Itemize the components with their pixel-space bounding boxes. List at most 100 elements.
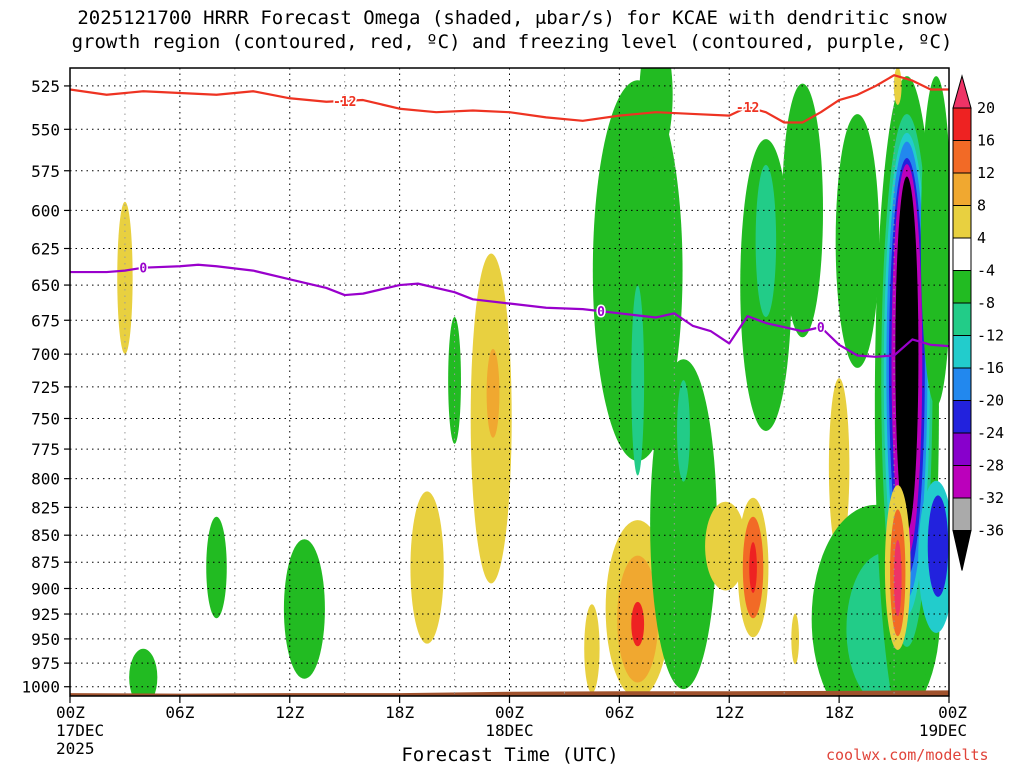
colorbar-top-arrow	[952, 74, 972, 109]
y-tick-label-850: 850	[31, 526, 60, 545]
colorbar-label--4: -4	[977, 262, 995, 280]
omega-feature-11	[639, 68, 673, 159]
omega-feature-16	[677, 380, 690, 482]
colorbar-label--28: -28	[977, 457, 1004, 475]
y-tick-label-825: 825	[31, 498, 60, 517]
y-tick-label-950: 950	[31, 630, 60, 649]
colorbar-label--12: -12	[977, 327, 1004, 345]
colorbar-label--32: -32	[977, 489, 1004, 507]
dgz-contour-label-0: -12	[333, 95, 356, 110]
omega-colorbar: 20 16 12 8 4 -4 -8 -12 -16 -20 -24 -28 -32 -36	[952, 74, 1004, 571]
pressure-axis: 525 550 575 600 625 650 675 700 725 750 775 800 825 8…	[21, 77, 70, 697]
dgz-contour-label-1: -12	[736, 101, 759, 116]
colorbar-swatch-2	[952, 140, 972, 174]
omega-feature-42	[927, 495, 949, 597]
x-tick-label-48: 00Z	[938, 703, 967, 722]
omega-feature-9	[592, 80, 683, 461]
y-tick-label-550: 550	[31, 120, 60, 139]
colorbar-label--16: -16	[977, 359, 1004, 377]
colorbar-swatch-5	[952, 237, 972, 271]
colorbar-swatch-3	[952, 172, 972, 206]
colorbar-swatch-1	[952, 107, 972, 141]
colorbar-swatch-9	[952, 367, 972, 401]
omega-feature-43	[920, 76, 949, 406]
x-tick-label-6: 06Z	[165, 703, 194, 722]
title-line-1: 2025121700 HRRR Forecast Omega (shaded, …	[77, 7, 947, 29]
omega-feature-4	[410, 491, 444, 644]
colorbar-label-8: 8	[977, 197, 986, 215]
y-tick-label-625: 625	[31, 239, 60, 258]
colorbar-swatch-12	[952, 465, 972, 499]
colorbar-label-4: 4	[977, 229, 986, 247]
x-tick-date-48: 19DEC	[919, 721, 967, 740]
omega-feature-1	[129, 648, 158, 696]
colorbar-swatch-6	[952, 270, 972, 304]
colorbar-swatch-8	[952, 335, 972, 369]
omega-feature-40	[893, 540, 902, 617]
x-tick-label-42: 18Z	[825, 703, 854, 722]
y-tick-label-900: 900	[31, 579, 60, 598]
omega-feature-15	[650, 359, 717, 690]
colorbar-label-12: 12	[977, 164, 995, 182]
y-tick-label-750: 750	[31, 409, 60, 428]
omega-feature-3	[283, 539, 325, 679]
freezing-level-contour-label-1: 0	[597, 305, 605, 320]
x-tick-date-0: 17DEC	[56, 721, 104, 740]
terrain-strip	[70, 690, 949, 696]
omega-feature-0	[117, 201, 133, 354]
colorbar-swatch-10	[952, 400, 972, 434]
x-tick-label-30: 06Z	[605, 703, 634, 722]
x-tick-year-0: 2025	[56, 739, 95, 758]
omega-feature-23	[755, 164, 777, 318]
colorbar-label--8: -8	[977, 294, 995, 312]
y-tick-label-650: 650	[31, 276, 60, 295]
omega-feature-26	[828, 378, 850, 556]
ground-fill	[70, 690, 949, 696]
colorbar-label--20: -20	[977, 392, 1004, 410]
omega-feature-25	[791, 613, 800, 665]
y-tick-label-1000: 1000	[21, 678, 60, 697]
y-tick-label-675: 675	[31, 311, 60, 330]
dgz-contour-line	[70, 74, 949, 124]
y-tick-label-925: 925	[31, 605, 60, 624]
colorbar-swatch-13	[952, 497, 972, 531]
colorbar-swatch-11	[952, 432, 972, 466]
omega-feature-2	[206, 516, 227, 619]
x-tick-label-18: 18Z	[385, 703, 414, 722]
y-tick-label-700: 700	[31, 345, 60, 364]
y-tick-label-975: 975	[31, 654, 60, 673]
y-tick-label-775: 775	[31, 440, 60, 459]
x-tick-label-0: 00Z	[56, 703, 85, 722]
omega-feature-8	[584, 604, 600, 694]
omega-shading	[117, 68, 949, 696]
colorbar-label-20: 20	[977, 99, 995, 117]
freezing-level-contour-label-0: 0	[139, 262, 147, 277]
colorbar-label--24: -24	[977, 424, 1004, 442]
y-tick-label-600: 600	[31, 201, 60, 220]
credit-link[interactable]: coolwx.com/modelts	[826, 746, 989, 764]
colorbar-swatch-7	[952, 302, 972, 336]
x-tick-date-24: 18DEC	[485, 721, 533, 740]
omega-feature-18	[705, 501, 747, 591]
y-tick-label-725: 725	[31, 378, 60, 397]
colorbar-bottom-arrow	[952, 530, 972, 571]
omega-feature-21	[749, 542, 757, 593]
colorbar-swatch-4	[952, 205, 972, 239]
grid-lines	[69, 68, 950, 696]
chart-title: 2025121700 HRRR Forecast Omega (shaded, …	[0, 6, 1024, 54]
y-tick-label-575: 575	[31, 162, 60, 181]
x-tick-label-12: 12Z	[275, 703, 304, 722]
y-tick-label-800: 800	[31, 470, 60, 489]
x-tick-label-36: 12Z	[715, 703, 744, 722]
y-tick-label-525: 525	[31, 77, 60, 96]
freezing-level-contour-line	[70, 263, 949, 358]
omega-feature-10	[631, 285, 645, 476]
title-line-2: growth region (contoured, red, ºC) and f…	[71, 31, 953, 53]
colorbar-label--36: -36	[977, 522, 1004, 540]
x-tick-label-24: 00Z	[495, 703, 524, 722]
omega-feature-27	[835, 114, 880, 368]
y-tick-label-875: 875	[31, 553, 60, 572]
x-axis-label: Forecast Time (UTC)	[401, 744, 619, 766]
